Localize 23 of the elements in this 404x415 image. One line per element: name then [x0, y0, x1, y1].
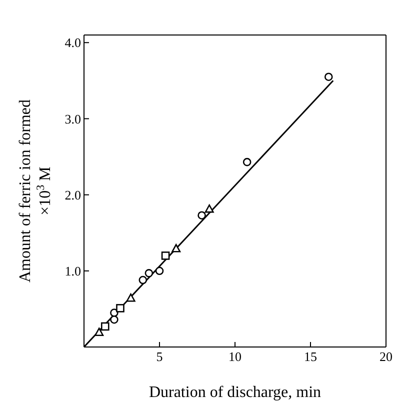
y-tick-label: 2.0 [64, 187, 81, 202]
y-tick-label: 3.0 [64, 111, 81, 126]
y-tick-label: 1.0 [64, 264, 81, 279]
point [172, 244, 181, 252]
point [242, 158, 252, 166]
x-tick-label: 20 [380, 349, 392, 364]
point [126, 293, 136, 302]
point [110, 315, 118, 324]
point [324, 72, 333, 82]
y-tick-label: 4.0 [64, 35, 81, 50]
point [155, 266, 164, 276]
x-tick-label: 15 [304, 349, 317, 364]
point [204, 204, 214, 213]
x-axis-title: Duration of discharge, min [148, 384, 322, 401]
point [144, 269, 154, 278]
point [161, 252, 170, 260]
x-tick-label: 10 [228, 349, 242, 364]
point [94, 328, 104, 336]
point [138, 276, 148, 284]
x-tick-label: 5 [156, 349, 163, 364]
point [116, 304, 124, 312]
point [198, 211, 206, 220]
point [100, 322, 110, 331]
